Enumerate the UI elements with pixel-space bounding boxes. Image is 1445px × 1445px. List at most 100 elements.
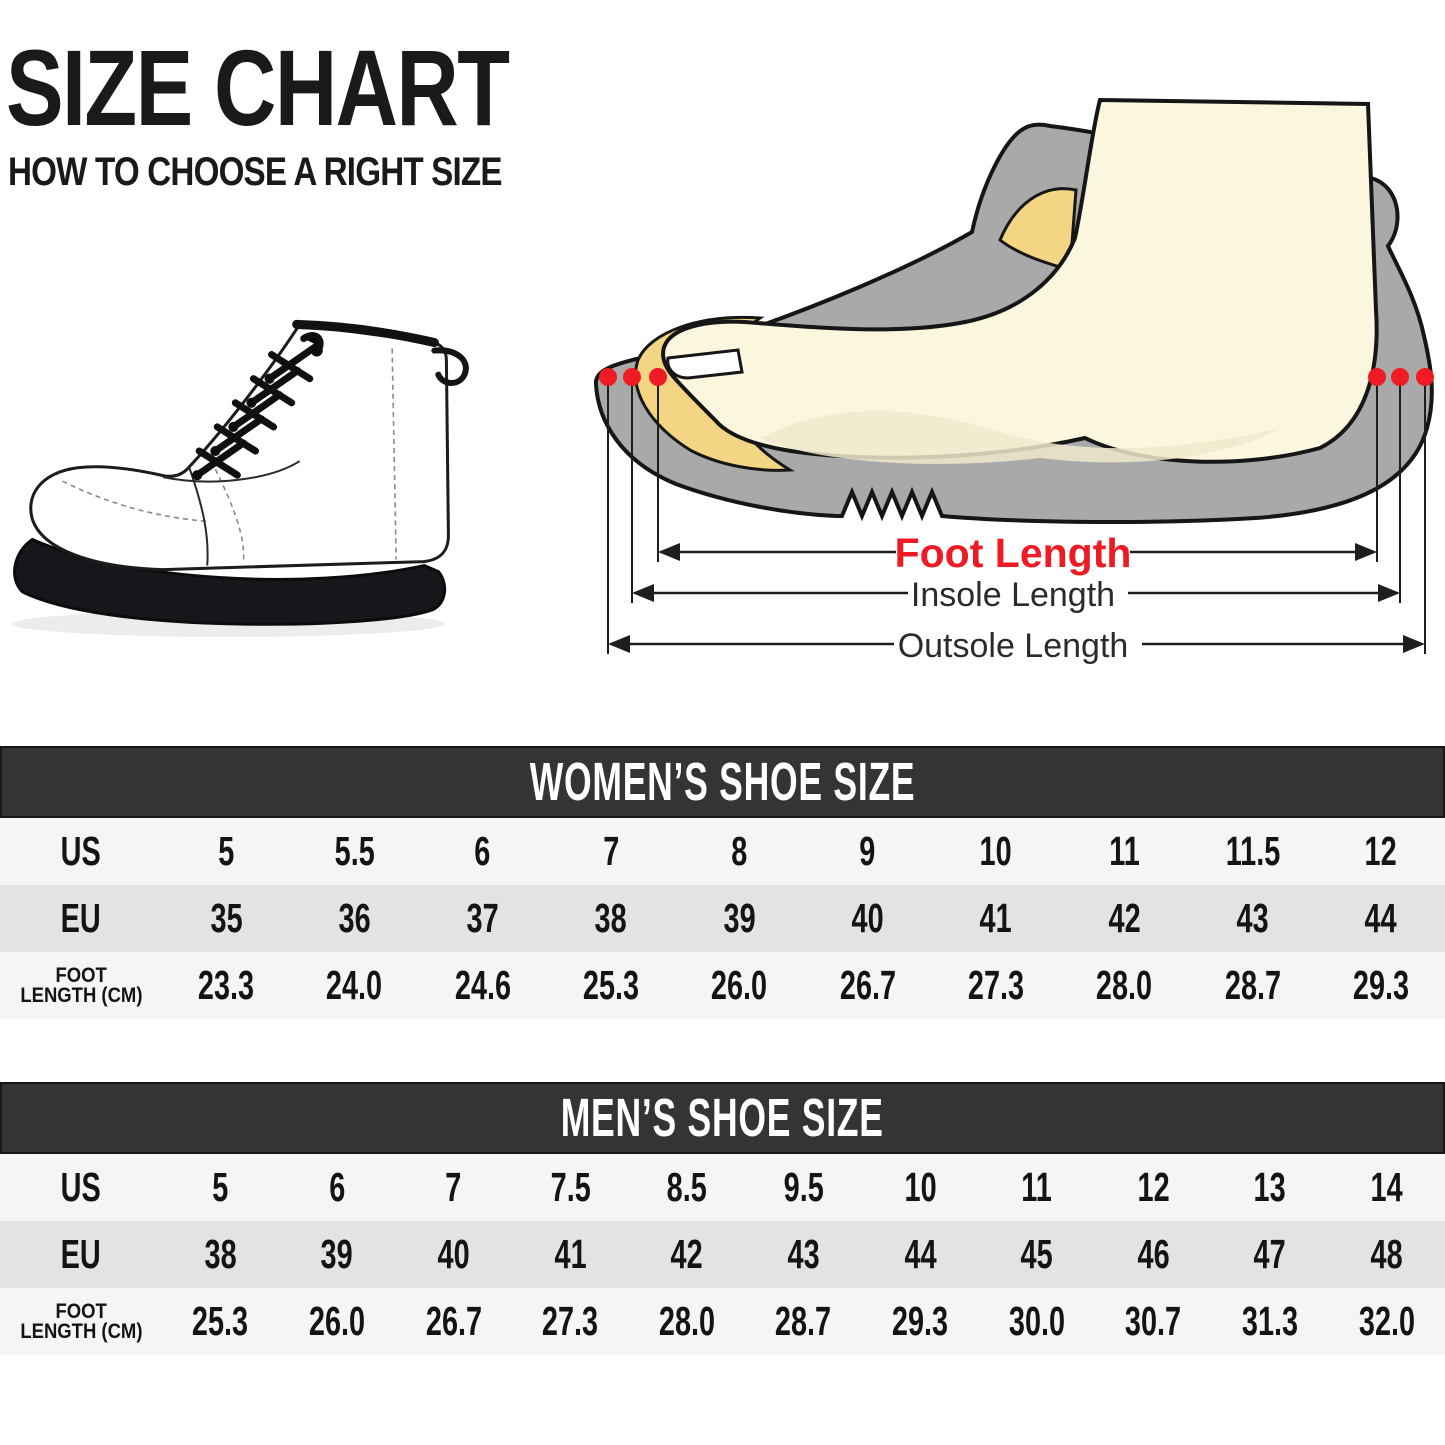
table-cell: 28.0	[1096, 962, 1153, 1008]
dimension-arrowheads	[608, 543, 1425, 653]
table-cell: 30.7	[1125, 1298, 1182, 1344]
boot-quarter-seam	[162, 460, 301, 566]
table-cell: 13	[1253, 1164, 1287, 1210]
table-cell: 44	[904, 1231, 937, 1277]
table-cell: 27.3	[967, 962, 1025, 1008]
table-cell: 28.7	[1224, 962, 1281, 1008]
boot-sole	[13, 537, 447, 626]
womens-size-table: WOMEN’S SHOE SIZE US 5 5.5 6 7 8 9 10 11 11.5 12 EU…	[0, 746, 1445, 1019]
table-cell: 40	[437, 1231, 470, 1277]
table-cell: 39	[723, 895, 756, 941]
table-cell: 28.7	[775, 1298, 832, 1344]
table-cell: 23.3	[198, 962, 255, 1008]
row-header: EU	[60, 1231, 102, 1277]
row-header: FOOT LENGTH (CM)	[19, 1299, 143, 1343]
boot-collar-trim	[292, 319, 439, 348]
table-cell: 24.0	[326, 962, 383, 1008]
table-cell: 39	[320, 1231, 353, 1277]
row-header: US	[60, 828, 102, 874]
table-cell: 8	[731, 828, 748, 874]
table-cell: 26.7	[839, 962, 896, 1008]
table-cell: 35	[210, 895, 243, 941]
table-cell: 8.5	[666, 1164, 707, 1210]
table-cell: 25.3	[192, 1298, 249, 1344]
measurement-dots	[599, 368, 1434, 386]
table-cell: 5	[218, 828, 235, 874]
table-cell: 11.5	[1225, 828, 1280, 874]
table-cell: 44	[1364, 895, 1397, 941]
table-cell: 6	[328, 1164, 345, 1210]
title-block: SIZE CHART HOW TO CHOOSE A RIGHT SIZE	[6, 27, 566, 194]
table-row: EU 38 39 40 41 42 43 44 45 46 47 48	[0, 1221, 1445, 1288]
table-cell: 7.5	[550, 1164, 591, 1210]
table-row: EU 35 36 37 38 39 40 41 42 43 44	[0, 885, 1445, 952]
table-cell: 41	[554, 1231, 587, 1277]
table-cell: 42	[670, 1231, 703, 1277]
insole-length-label: Insole Length	[911, 576, 1115, 614]
womens-table-title: WOMEN’S SHOE SIZE	[529, 752, 916, 812]
table-cell: 12	[1137, 1164, 1170, 1210]
table-cell: 24.6	[454, 962, 511, 1008]
table-cell: 47	[1253, 1231, 1287, 1277]
table-cell: 27.3	[542, 1298, 599, 1344]
womens-table-grid: US 5 5.5 6 7 8 9 10 11 11.5 12 EU 35 36 37 38 39 40 41 42 43…	[0, 818, 1445, 1019]
boot-illustration	[12, 319, 469, 637]
table-cell: 41	[979, 895, 1012, 941]
page-title: SIZE CHART	[6, 27, 510, 148]
table-cell: 38	[204, 1231, 237, 1277]
table-cell: 11	[1021, 1164, 1053, 1210]
boot-pull-tab	[431, 347, 469, 386]
mens-table-header: MEN’S SHOE SIZE	[0, 1082, 1445, 1154]
table-cell: 37	[466, 895, 499, 941]
foot-measurement-diagram: Foot Length Insole Length Outsole Length	[594, 97, 1434, 665]
table-cell: 40	[851, 895, 884, 941]
table-cell: 25.3	[582, 962, 640, 1008]
table-cell: 11	[1108, 828, 1140, 874]
label-backplates	[894, 528, 1142, 665]
toenail	[666, 348, 744, 380]
table-cell: 9.5	[783, 1164, 824, 1210]
table-cell: 32.0	[1358, 1298, 1415, 1344]
table-row: FOOT LENGTH (CM) 23.3 24.0 24.6 25.3 26.0 26.7 2…	[0, 952, 1445, 1019]
row-header: US	[60, 1164, 102, 1210]
table-cell: 31.3	[1241, 1298, 1299, 1344]
table-cell: 43	[1236, 895, 1269, 941]
boot-eyelets	[192, 344, 323, 481]
foot-shading	[760, 410, 1280, 464]
table-cell: 12	[1364, 828, 1397, 874]
table-cell: 6	[474, 828, 491, 874]
table-cell: 46	[1137, 1231, 1170, 1277]
measurement-guides	[607, 380, 1426, 654]
table-cell: 5	[212, 1164, 229, 1210]
table-cell: 30.0	[1008, 1298, 1065, 1344]
table-cell: 28.0	[658, 1298, 715, 1344]
table-cell: 14	[1370, 1164, 1403, 1210]
table-cell: 42	[1108, 895, 1141, 941]
table-cell: 48	[1370, 1231, 1403, 1277]
mens-size-table: MEN’S SHOE SIZE US 5 6 7 7.5 8.5 9.5 10 11 12 13 14…	[0, 1082, 1445, 1355]
boot-laces	[193, 332, 324, 479]
foot-length-label: Foot Length	[895, 530, 1132, 576]
table-row: US 5 6 7 7.5 8.5 9.5 10 11 12 13 14	[0, 1154, 1445, 1221]
table-cell: 7	[445, 1164, 462, 1210]
table-cell: 43	[787, 1231, 820, 1277]
table-cell: 5.5	[334, 828, 375, 874]
table-cell: 26.0	[711, 962, 768, 1008]
outsole-length-label: Outsole Length	[898, 627, 1129, 665]
table-cell: 26.7	[425, 1298, 482, 1344]
table-cell: 29.3	[1352, 962, 1409, 1008]
table-cell: 7	[603, 828, 620, 874]
table-cell: 10	[979, 828, 1012, 874]
womens-table-header: WOMEN’S SHOE SIZE	[0, 746, 1445, 818]
table-cell: 29.3	[892, 1298, 949, 1344]
table-cell: 26.0	[308, 1298, 366, 1344]
mens-table-grid: US 5 6 7 7.5 8.5 9.5 10 11 12 13 14 EU 38 39 40 41 42 43 44…	[0, 1154, 1445, 1355]
page-subtitle: HOW TO CHOOSE A RIGHT SIZE	[8, 150, 502, 194]
mens-table-title: MEN’S SHOE SIZE	[561, 1088, 884, 1148]
table-cell: 10	[904, 1164, 937, 1210]
table-row: FOOT LENGTH (CM) 25.3 26.0 26.7 27.3 28.0 28.7 2…	[0, 1288, 1445, 1355]
table-row: US 5 5.5 6 7 8 9 10 11 11.5 12	[0, 818, 1445, 885]
table-cell: 45	[1020, 1231, 1053, 1277]
foot-shape	[661, 97, 1379, 464]
table-cell: 38	[594, 895, 628, 941]
